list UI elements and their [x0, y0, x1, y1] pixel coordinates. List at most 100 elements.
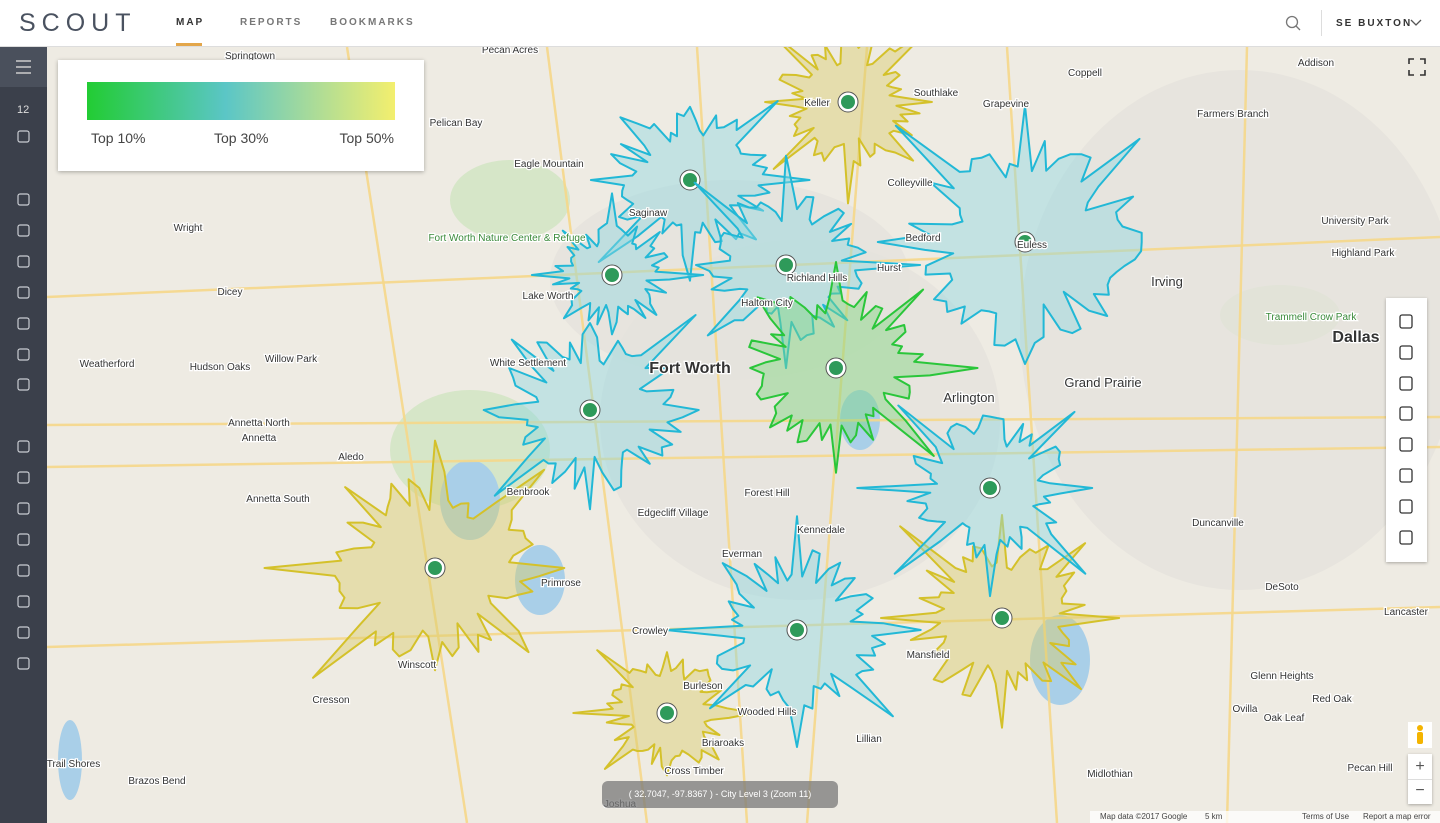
- tool-icon: [1399, 314, 1413, 329]
- map-area: [450, 160, 570, 240]
- place-label: White Settlement: [490, 358, 566, 369]
- place-label: Wright: [174, 223, 203, 234]
- store-marker-core: [829, 361, 843, 375]
- sidebar-icon: [17, 595, 30, 608]
- tool-icon: [1399, 468, 1413, 483]
- trade-area: [764, 47, 933, 205]
- nav-item[interactable]: BOOKMARKS: [330, 17, 415, 28]
- search-icon[interactable]: [1285, 15, 1303, 33]
- trade-area: [589, 100, 811, 282]
- place-label: Cresson: [312, 695, 349, 706]
- map-area: [390, 390, 550, 510]
- toolbar: [1386, 298, 1427, 562]
- place-label: Springtown: [225, 51, 275, 62]
- place-label: Briaroaks: [702, 738, 744, 749]
- place-label: Brazos Bend: [128, 776, 185, 787]
- road: [1225, 47, 1249, 823]
- road: [47, 445, 1440, 469]
- scale: 5 km: [1205, 812, 1223, 821]
- place-label: Aledo: [338, 452, 364, 463]
- place-label: Annetta: [242, 433, 277, 444]
- pegman[interactable]: [1408, 722, 1432, 748]
- place-label: Midlothian: [1087, 769, 1133, 780]
- trade-area: [693, 154, 922, 370]
- place-label: Grand Prairie: [1064, 375, 1141, 390]
- place-label: Fort Worth Nature Center & Refuge: [428, 233, 586, 244]
- place-label: Southlake: [914, 88, 959, 99]
- tool-icon: [1399, 345, 1413, 360]
- sidebar-icon: [17, 193, 30, 206]
- place-label: Willow Park: [265, 354, 318, 365]
- store-marker-core: [983, 481, 997, 495]
- header: SCOUT MAP REPORTS BOOKMARKS SE BUXTON: [0, 0, 1440, 47]
- sidebar-icon: [17, 130, 30, 143]
- place-label: Richland Hills: [787, 273, 848, 284]
- sidebar-icon: [17, 564, 30, 577]
- place-label: Kennedale: [797, 525, 845, 536]
- place-label: Colleyville: [887, 178, 932, 189]
- place-label: Lancaster: [1384, 607, 1429, 618]
- report[interactable]: Report a map error: [1363, 812, 1431, 821]
- sidebar-icon: [17, 378, 30, 391]
- tool-icons[interactable]: [1386, 298, 1427, 562]
- legend-label: Top 10%: [91, 130, 146, 146]
- place-label: Wooded Hills: [738, 707, 797, 718]
- legend-gradient: [87, 82, 395, 120]
- trade-area: [748, 261, 979, 474]
- place-label: Burleson: [683, 681, 722, 692]
- nav-item[interactable]: MAP: [176, 17, 205, 28]
- nav-item[interactable]: REPORTS: [240, 17, 303, 28]
- store-marker: [424, 557, 446, 579]
- place-label: Winscott: [398, 660, 437, 671]
- sidebar-icon: [17, 440, 30, 453]
- place-label: Addison: [1298, 58, 1334, 69]
- tool-icon: [1399, 530, 1413, 545]
- place-label: Hurst: [877, 263, 901, 274]
- place-label: Glenn Heights: [1250, 671, 1313, 682]
- sidebar-icon: [17, 502, 30, 515]
- place-label: Primrose: [541, 578, 581, 589]
- map-footer: Map data ©2017 Google 5 km Terms of Use …: [1090, 811, 1440, 823]
- store-marker: [775, 254, 797, 276]
- map[interactable]: Springtown Pecan Acres Keller Southlake Copp…: [47, 47, 1440, 823]
- nav-indicator: [176, 43, 202, 46]
- sidebar-icon: [17, 255, 30, 268]
- place-label: Highland Park: [1332, 248, 1396, 259]
- road: [47, 415, 1440, 427]
- place-label: Eagle Mountain: [514, 159, 584, 170]
- place-label: Keller: [804, 98, 830, 109]
- fullscreen[interactable]: [1408, 58, 1426, 76]
- store-marker: [837, 91, 859, 113]
- chevron[interactable]: [1410, 18, 1422, 28]
- logo[interactable]: SCOUT: [19, 9, 137, 37]
- store-marker-core: [841, 95, 855, 109]
- water: [515, 545, 565, 615]
- terms[interactable]: Terms of Use: [1302, 812, 1350, 821]
- place-label: Pecan Hill: [1347, 763, 1392, 774]
- sidebar-icons[interactable]: [0, 47, 47, 823]
- zoom-control[interactable]: + −: [1408, 754, 1432, 804]
- place-label: Annetta South: [246, 494, 309, 505]
- road: [545, 47, 649, 823]
- divider: [1321, 10, 1322, 36]
- place-label: Euless: [1017, 240, 1047, 251]
- legend-label: Top 30%: [214, 130, 269, 146]
- sidebar-icon: [17, 626, 30, 639]
- place-label: Hudson Oaks: [190, 362, 251, 373]
- place-label: Coppell: [1068, 68, 1102, 79]
- tool-icon: [1399, 406, 1413, 421]
- store-marker: [825, 357, 847, 379]
- place-label: Forest Hill: [744, 488, 789, 499]
- user-menu[interactable]: SE BUXTON: [1336, 18, 1413, 29]
- menu-button[interactable]: [0, 47, 47, 87]
- place-label: Pecan Acres: [482, 47, 538, 56]
- place-label: Benbrook: [507, 487, 551, 498]
- road: [695, 47, 749, 823]
- store-marker-core: [428, 561, 442, 575]
- tool-icon: [1399, 499, 1413, 514]
- place-label: Crowley: [632, 626, 668, 637]
- store-marker-core: [995, 611, 1009, 625]
- sidebar: [0, 47, 47, 823]
- place-label: Weatherford: [80, 359, 135, 370]
